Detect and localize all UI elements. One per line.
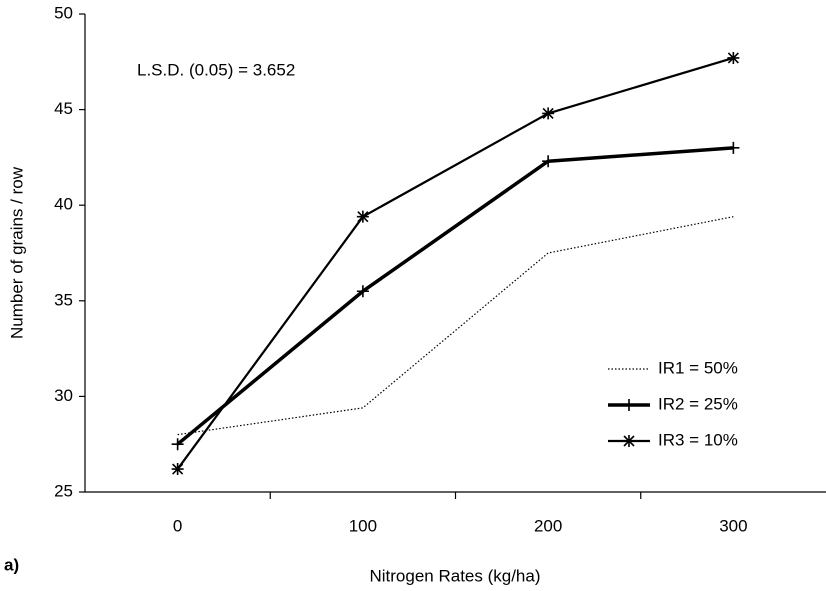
marker (171, 463, 184, 476)
marker (356, 210, 369, 223)
y-tick-label: 50 (54, 3, 73, 22)
x-tick-label: 200 (534, 516, 562, 535)
x-tick-label: 300 (719, 516, 747, 535)
legend-label: IR3 = 10% (658, 430, 738, 449)
legend-label: IR2 = 25% (658, 394, 738, 413)
marker (356, 285, 369, 298)
legend-label: IR1 = 50% (658, 358, 738, 377)
marker (542, 155, 555, 168)
y-tick-label: 35 (54, 290, 73, 309)
y-tick-label: 40 (54, 195, 73, 214)
marker (623, 399, 635, 411)
marker (727, 141, 740, 154)
marker (542, 107, 555, 120)
marker (171, 438, 184, 451)
x-tick-label: 100 (349, 516, 377, 535)
x-axis-label: Nitrogen Rates (kg/ha) (369, 566, 540, 585)
series-line (176, 56, 734, 470)
y-axis-label: Number of grains / row (7, 166, 26, 339)
panel-label: a) (4, 555, 19, 574)
y-tick-label: 25 (54, 481, 73, 500)
y-tick-label: 45 (54, 99, 73, 118)
annotation: L.S.D. (0.05) = 3.652 (137, 60, 295, 79)
marker (727, 51, 740, 64)
series-line (176, 146, 734, 446)
x-tick-label: 0 (173, 516, 182, 535)
marker (623, 435, 635, 447)
y-tick-label: 30 (54, 386, 73, 405)
series-line (177, 216, 734, 436)
